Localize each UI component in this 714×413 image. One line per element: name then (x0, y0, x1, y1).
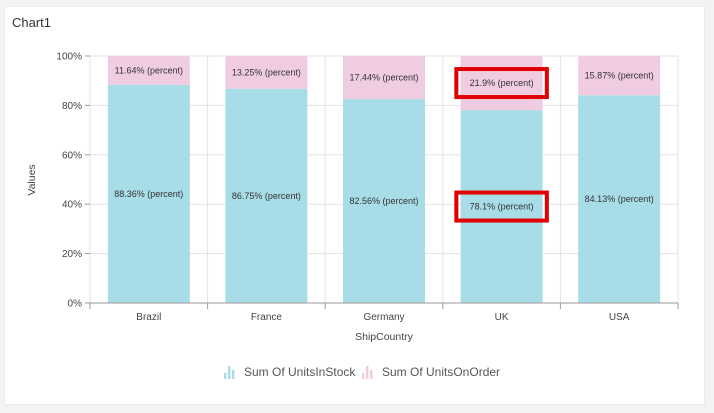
y-tick-label: 100% (56, 52, 82, 63)
y-tick-label: 20% (62, 249, 82, 260)
data-label: 17.44% (percent) (349, 73, 418, 83)
data-label: 82.56% (percent) (349, 196, 418, 206)
x-tick-label: UK (495, 312, 509, 323)
data-labels-layer: 88.36% (percent) 11.64% (percent) 86.75% (… (114, 65, 653, 211)
bar-usa-units-in-stock[interactable] (578, 95, 661, 303)
x-tick-label: USA (609, 312, 630, 323)
highlight-box (454, 190, 549, 223)
bar-chart-icon (224, 366, 235, 379)
data-label: 88.36% (percent) (114, 189, 183, 199)
bar-chart-icon (362, 366, 373, 379)
legend-item-units-on-order[interactable]: Sum Of UnitsOnOrder (362, 365, 500, 379)
y-tick-label: 0% (68, 299, 83, 310)
bar-brazil-units-in-stock[interactable] (107, 84, 190, 304)
x-tick-label: France (251, 312, 283, 323)
highlight-box (454, 67, 549, 100)
x-axis-title: ShipCountry (355, 331, 414, 343)
legend-item-units-in-stock[interactable]: Sum Of UnitsInStock (224, 365, 356, 379)
bar-france-units-on-order[interactable] (225, 56, 308, 89)
highlight-boxes (454, 67, 549, 223)
y-tick-label: 40% (62, 200, 82, 211)
axes-layer: 0% 20% 40% 60% 80% 100% Brazil France Germany UK U… (56, 52, 679, 323)
legend[interactable]: Sum Of UnitsInStock Sum Of UnitsOnOrder (224, 365, 500, 379)
x-tick-label: Brazil (136, 312, 161, 323)
bar-germany-units-in-stock[interactable] (343, 99, 425, 303)
bar-uk-units-in-stock[interactable] (460, 110, 543, 303)
data-label: 84.13% (percent) (585, 194, 654, 204)
legend-label: Sum Of UnitsOnOrder (382, 365, 500, 379)
bar-usa-units-on-order[interactable] (578, 56, 661, 96)
data-label: 13.25% (percent) (232, 67, 301, 77)
bar-uk-units-on-order[interactable] (460, 56, 543, 111)
data-label: 15.87% (percent) (585, 71, 654, 81)
data-label: 11.64% (percent) (115, 65, 183, 75)
data-label: 21.9% (percent) (470, 78, 534, 88)
bar-brazil-units-on-order[interactable] (107, 56, 190, 85)
bar-germany-units-on-order[interactable] (343, 56, 425, 100)
data-label: 78.1% (percent) (470, 202, 534, 212)
legend-label: Sum Of UnitsInStock (244, 365, 356, 379)
y-tick-label: 60% (62, 150, 82, 161)
data-label: 86.75% (percent) (232, 191, 301, 201)
bar-france-units-in-stock[interactable] (225, 88, 308, 303)
x-tick-label: Germany (363, 312, 404, 323)
y-axis-title: Values (26, 164, 38, 195)
bars-layer (107, 56, 661, 304)
chart-panel-title: Chart1 (12, 15, 52, 30)
y-tick-label: 80% (62, 101, 82, 112)
